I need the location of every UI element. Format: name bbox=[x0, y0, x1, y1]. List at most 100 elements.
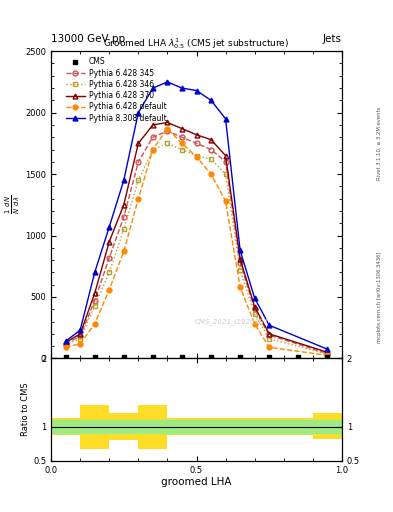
Pythia 6.428 345 bbox=[107, 254, 112, 261]
Bar bbox=[284, 418, 313, 435]
Pythia 8.308 default bbox=[107, 224, 112, 230]
Pythia 6.428 345 bbox=[223, 159, 228, 165]
Pythia 8.308 default bbox=[223, 116, 228, 122]
X-axis label: groomed LHA: groomed LHA bbox=[161, 477, 232, 487]
Pythia 6.428 345 bbox=[194, 140, 199, 146]
CMS bbox=[180, 354, 184, 360]
Bar bbox=[167, 418, 196, 435]
Pythia 8.308 default bbox=[136, 110, 141, 116]
Pythia 6.428 370 bbox=[194, 132, 199, 138]
CMS bbox=[267, 354, 272, 360]
Pythia 6.428 345 bbox=[121, 214, 126, 220]
Pythia 6.428 346 bbox=[107, 269, 112, 275]
Pythia 6.428 346 bbox=[267, 336, 272, 342]
Pythia 6.428 370 bbox=[180, 125, 184, 132]
Pythia 6.428 370 bbox=[238, 256, 242, 262]
Pythia 6.428 default bbox=[252, 321, 257, 327]
Pythia 6.428 370 bbox=[252, 304, 257, 310]
Pythia 6.428 346 bbox=[209, 156, 213, 162]
Pythia 6.428 default bbox=[121, 248, 126, 254]
CMS bbox=[121, 354, 126, 360]
Pythia 6.428 346 bbox=[165, 140, 170, 146]
Pythia 6.428 370 bbox=[267, 331, 272, 337]
Pythia 6.428 default bbox=[267, 344, 272, 350]
Pythia 6.428 370 bbox=[325, 349, 330, 355]
Pythia 6.428 default bbox=[209, 171, 213, 177]
Pythia 8.308 default bbox=[194, 88, 199, 94]
Pythia 6.428 345 bbox=[63, 340, 68, 347]
Bar bbox=[80, 405, 109, 449]
Title: Groomed LHA $\lambda^{1}_{0.5}$ (CMS jet substructure): Groomed LHA $\lambda^{1}_{0.5}$ (CMS jet… bbox=[103, 36, 290, 51]
Pythia 6.428 370 bbox=[223, 153, 228, 159]
Pythia 8.308 default bbox=[325, 346, 330, 352]
Pythia 6.428 346 bbox=[252, 311, 257, 317]
Line: CMS: CMS bbox=[63, 355, 330, 360]
Pythia 6.428 346 bbox=[121, 226, 126, 232]
Pythia 6.428 370 bbox=[209, 137, 213, 143]
Pythia 6.428 346 bbox=[78, 336, 83, 342]
Bar bbox=[109, 413, 138, 440]
Pythia 6.428 default bbox=[78, 340, 83, 347]
Text: CMS_2021_I1920187: CMS_2021_I1920187 bbox=[195, 318, 268, 325]
Bar bbox=[51, 418, 80, 435]
Text: Rivet 3.1.10, ≥ 3.2M events: Rivet 3.1.10, ≥ 3.2M events bbox=[377, 106, 382, 180]
Line: Pythia 6.428 default: Pythia 6.428 default bbox=[63, 126, 330, 358]
Pythia 8.308 default bbox=[121, 177, 126, 183]
Pythia 6.428 346 bbox=[92, 303, 97, 309]
CMS bbox=[296, 354, 301, 360]
Pythia 6.428 346 bbox=[180, 146, 184, 153]
CMS bbox=[325, 354, 330, 360]
Pythia 8.308 default bbox=[165, 79, 170, 85]
Bar bbox=[313, 413, 342, 439]
Pythia 8.308 default bbox=[267, 322, 272, 328]
Line: Pythia 8.308 default: Pythia 8.308 default bbox=[63, 79, 330, 352]
Pythia 6.428 370 bbox=[151, 122, 155, 128]
Pythia 6.428 default bbox=[194, 154, 199, 160]
Pythia 8.308 default bbox=[151, 85, 155, 91]
Pythia 6.428 370 bbox=[92, 290, 97, 296]
Pythia 8.308 default bbox=[252, 295, 257, 301]
Pythia 6.428 370 bbox=[78, 331, 83, 337]
Pythia 6.428 345 bbox=[136, 159, 141, 165]
Text: Jets: Jets bbox=[323, 33, 342, 44]
Pythia 6.428 345 bbox=[180, 134, 184, 140]
Pythia 8.308 default bbox=[92, 269, 97, 275]
Pythia 6.428 345 bbox=[92, 297, 97, 304]
Pythia 6.428 default bbox=[63, 344, 68, 350]
Pythia 6.428 346 bbox=[151, 146, 155, 153]
Pythia 6.428 default bbox=[92, 321, 97, 327]
Bar bbox=[255, 418, 284, 435]
Pythia 8.308 default bbox=[238, 247, 242, 253]
Pythia 6.428 default bbox=[180, 140, 184, 146]
CMS bbox=[63, 354, 68, 360]
Pythia 6.428 345 bbox=[325, 350, 330, 356]
Pythia 6.428 370 bbox=[136, 140, 141, 146]
Pythia 6.428 default bbox=[325, 352, 330, 358]
Pythia 6.428 346 bbox=[63, 342, 68, 348]
Pythia 6.428 345 bbox=[267, 332, 272, 338]
Pythia 6.428 default bbox=[165, 125, 170, 132]
Bar bbox=[196, 418, 226, 435]
Pythia 6.428 345 bbox=[252, 306, 257, 312]
Pythia 6.428 345 bbox=[151, 134, 155, 140]
Line: Pythia 6.428 346: Pythia 6.428 346 bbox=[63, 141, 330, 356]
Pythia 6.428 default bbox=[151, 146, 155, 153]
Line: Pythia 6.428 370: Pythia 6.428 370 bbox=[63, 120, 330, 355]
Pythia 6.428 345 bbox=[209, 146, 213, 153]
CMS bbox=[238, 354, 242, 360]
Line: Pythia 6.428 345: Pythia 6.428 345 bbox=[63, 129, 330, 356]
Pythia 6.428 370 bbox=[165, 119, 170, 125]
Pythia 6.428 345 bbox=[238, 260, 242, 266]
CMS bbox=[92, 354, 97, 360]
Pythia 6.428 346 bbox=[194, 153, 199, 159]
Pythia 6.428 default bbox=[223, 198, 228, 204]
Pythia 6.428 default bbox=[107, 287, 112, 293]
Legend: CMS, Pythia 6.428 345, Pythia 6.428 346, Pythia 6.428 370, Pythia 6.428 default,: CMS, Pythia 6.428 345, Pythia 6.428 346,… bbox=[63, 54, 169, 126]
CMS bbox=[209, 354, 213, 360]
Pythia 6.428 345 bbox=[165, 128, 170, 134]
Pythia 6.428 370 bbox=[63, 339, 68, 346]
Text: 13000 GeV pp: 13000 GeV pp bbox=[51, 33, 125, 44]
Pythia 6.428 346 bbox=[136, 177, 141, 183]
Bar bbox=[51, 420, 342, 434]
Pythia 6.428 346 bbox=[238, 267, 242, 273]
